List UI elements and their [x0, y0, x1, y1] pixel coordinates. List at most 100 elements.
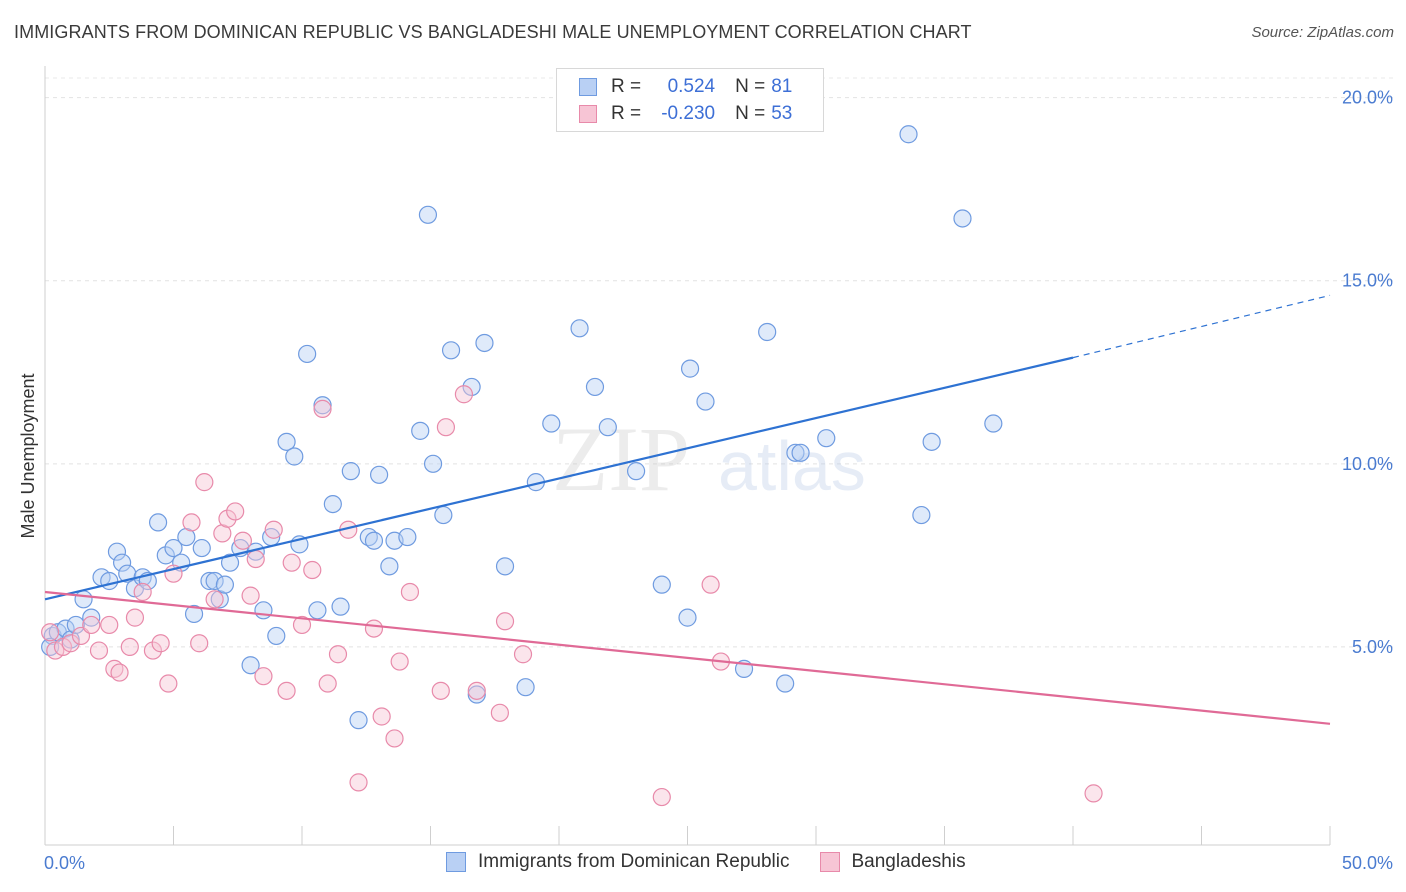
data-point — [467, 681, 486, 700]
data-point — [423, 454, 443, 473]
data-point — [318, 674, 337, 693]
data-point — [200, 571, 219, 591]
bottom-legend-label-dominican: Immigrants from Dominican Republic — [478, 851, 790, 872]
source-label: Source: ZipAtlas.com — [1251, 24, 1394, 41]
data-point — [680, 359, 700, 378]
series-dominican-republic — [41, 125, 1003, 730]
data-point — [462, 377, 481, 397]
data-point — [66, 615, 85, 635]
data-point — [984, 414, 1003, 433]
data-point — [922, 432, 941, 451]
x-tick-label: 50.0% — [1342, 853, 1393, 873]
data-point — [570, 319, 589, 338]
data-point — [110, 663, 129, 682]
trend-line-0 — [44, 356, 1074, 601]
data-point — [652, 575, 671, 594]
legend-swatch-bangladeshi — [579, 105, 597, 123]
data-point — [542, 414, 561, 433]
data-point — [411, 421, 430, 440]
data-point — [758, 322, 777, 342]
data-point — [205, 590, 224, 609]
data-point — [254, 667, 273, 686]
y-tick-label: 20.0% — [1342, 88, 1393, 108]
data-point — [652, 787, 671, 807]
watermark-atlas: atlas — [718, 427, 866, 505]
data-point — [516, 678, 535, 697]
data-point — [380, 557, 399, 576]
data-point — [786, 443, 805, 462]
data-point — [61, 634, 80, 653]
legend-r-value: 0.524 — [667, 76, 716, 97]
data-point — [912, 505, 931, 525]
data-point — [218, 509, 237, 528]
data-point — [431, 681, 450, 700]
data-point — [107, 542, 127, 561]
data-point — [953, 209, 972, 228]
data-point — [264, 520, 283, 539]
data-point — [372, 707, 391, 726]
data-point — [598, 418, 617, 437]
data-point — [226, 502, 245, 521]
data-point — [585, 377, 605, 397]
data-point — [282, 553, 301, 572]
data-point — [313, 399, 332, 418]
data-point — [125, 608, 145, 627]
data-point — [184, 604, 204, 624]
data-point — [241, 586, 260, 605]
data-point — [220, 553, 240, 572]
legend-n-label: N = — [735, 103, 766, 124]
x-tick-label: 0.0% — [44, 853, 85, 873]
data-point — [475, 333, 494, 353]
data-point — [298, 344, 317, 364]
data-point — [151, 634, 170, 653]
data-point — [370, 465, 389, 484]
data-point — [192, 538, 211, 558]
y-tick-label: 5.0% — [1352, 637, 1393, 657]
data-point — [454, 385, 474, 404]
data-point — [82, 608, 101, 627]
data-point — [241, 656, 260, 675]
data-point — [364, 531, 384, 550]
legend-r-label: R = — [611, 103, 642, 124]
data-point — [143, 641, 163, 660]
data-point — [74, 590, 93, 609]
data-point — [164, 538, 183, 558]
data-point — [233, 531, 252, 550]
data-point — [205, 571, 224, 591]
data-point — [285, 447, 304, 466]
y-tick-label: 15.0% — [1342, 271, 1393, 291]
data-point — [182, 513, 201, 532]
data-point — [100, 571, 119, 591]
data-point — [495, 612, 515, 631]
data-point — [148, 513, 168, 532]
data-point — [349, 773, 368, 792]
bottom-legend-swatch-bangladeshi — [819, 852, 840, 872]
data-point — [817, 429, 836, 448]
data-point — [364, 619, 384, 638]
trend-line-extension-0 — [1072, 294, 1331, 359]
data-point — [341, 462, 360, 481]
data-point — [112, 553, 132, 572]
data-point — [308, 601, 327, 620]
data-point — [776, 674, 795, 693]
legend-r-value: -0.230 — [661, 103, 716, 124]
data-point — [328, 645, 348, 664]
data-point — [398, 527, 417, 547]
data-point — [696, 392, 715, 411]
data-point — [436, 418, 456, 437]
data-point — [385, 729, 404, 748]
data-point — [100, 615, 119, 635]
legend-n-value: 81 — [771, 76, 793, 97]
axes — [44, 66, 1331, 846]
data-point — [156, 546, 175, 565]
bottom-legend-label-bangladeshi: Bangladeshis — [851, 851, 966, 872]
y-tick-label: 10.0% — [1342, 454, 1393, 474]
data-point — [303, 560, 322, 580]
legend-r-label: R = — [611, 76, 642, 97]
data-point — [82, 615, 101, 635]
data-point — [678, 608, 697, 627]
data-point — [349, 711, 368, 730]
bottom-legend: Immigrants from Dominican Republic Bangl… — [446, 851, 996, 873]
data-point — [120, 637, 139, 657]
